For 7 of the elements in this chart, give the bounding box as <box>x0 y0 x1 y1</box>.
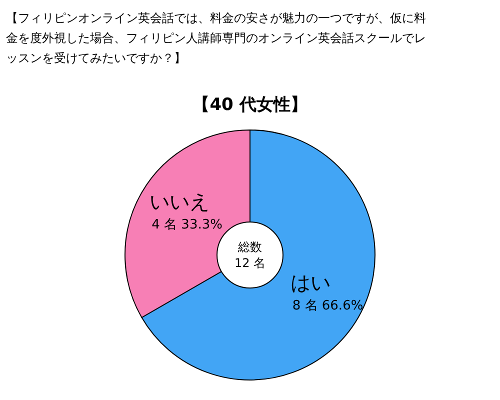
data-label: 8 名 66.6% <box>292 298 364 314</box>
slice-label: はい <box>290 270 330 295</box>
text: 総数 12 名 <box>234 240 266 270</box>
chart-title: 【フィリピンオンライン英会話では、料金の安さが魅力の一つですが、仮に料金を度外視した場合、フィリピン人講師専門のオンライン英会話スクールでレッスンを受けてみたいですか？】 <box>6 11 426 65</box>
chart-subtitle: 【40 代女性】 <box>192 95 308 115</box>
slice-label: いいえ <box>150 189 210 214</box>
data-label: 4 名 33.3% <box>152 217 222 232</box>
